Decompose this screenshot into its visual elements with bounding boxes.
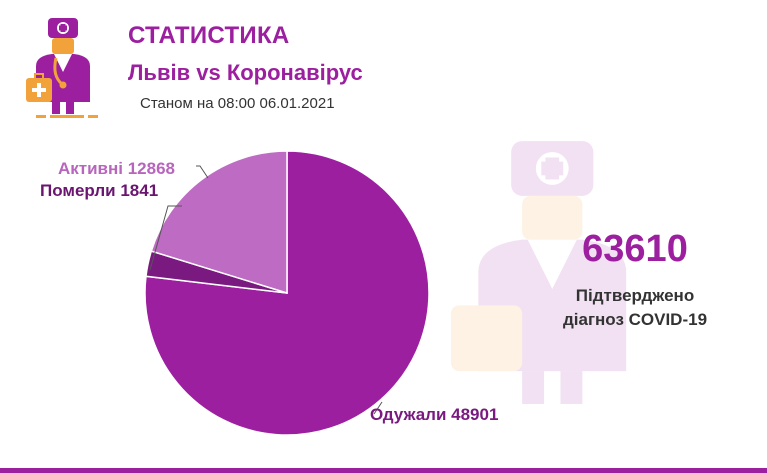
caption-line-1: Підтверджено (575, 286, 695, 305)
doctor-watermark-icon (450, 141, 627, 404)
pie-label-1: Померли 1841 (40, 181, 158, 200)
page-title: СТАТИСТИКА (128, 22, 290, 49)
pie-label-0: Одужали 48901 (370, 405, 498, 424)
total-caption: Підтверджено діагноз COVID-19 (530, 284, 740, 332)
doctor-logo-icon (26, 18, 98, 118)
pie-label-2: Активні 12868 (58, 159, 175, 178)
page-subtitle: Львів vs Коронавірус (128, 60, 363, 85)
pie-leader-line-1 (149, 205, 182, 271)
pie-slice-2 (150, 150, 288, 295)
caption-line-2: діагноз COVID-19 (562, 310, 708, 329)
pie-leader-line-0 (373, 401, 383, 415)
pie-leader-line-2 (196, 165, 209, 179)
bottom-accent-bar (0, 468, 767, 473)
total-cases: 63610 (582, 228, 688, 270)
date-line: Станом на 08:00 06.01.2021 (140, 95, 335, 112)
